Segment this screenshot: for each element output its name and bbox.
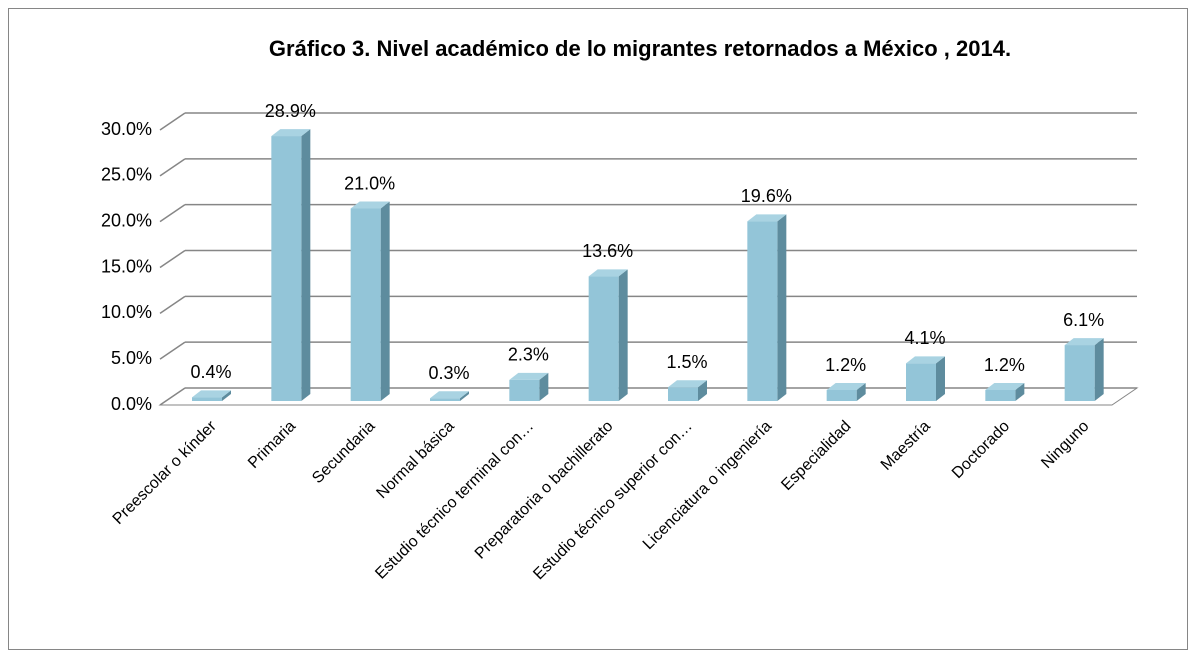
value-label: 4.1% — [904, 328, 945, 348]
value-label: 13.6% — [582, 241, 633, 261]
bar-side — [539, 372, 549, 401]
y-tick-label: 0.0% — [111, 394, 152, 414]
value-label: 0.4% — [190, 362, 231, 382]
bar — [350, 201, 390, 401]
bar — [906, 356, 945, 401]
bar-side — [380, 201, 390, 401]
bar-top — [192, 390, 231, 398]
y-tick-label: 30.0% — [101, 119, 152, 139]
bar-front — [747, 221, 778, 401]
bar-top — [509, 372, 549, 380]
value-label: 1.5% — [666, 352, 707, 372]
bar — [747, 214, 787, 401]
bar-side — [1015, 383, 1025, 401]
bar-side — [460, 391, 469, 401]
y-tick-label: 15.0% — [101, 256, 152, 276]
value-label: 6.1% — [1063, 310, 1104, 330]
bar-top — [906, 356, 945, 364]
value-label: 0.3% — [428, 363, 469, 383]
value-label: 19.6% — [741, 186, 792, 206]
bar-side — [222, 390, 231, 401]
value-label: 28.9% — [265, 101, 316, 121]
y-tick-label: 25.0% — [101, 165, 152, 185]
grid-line-side — [159, 158, 186, 177]
chart-title: Gráfico 3. Nivel académico de lo migrant… — [269, 36, 1011, 61]
bar — [192, 390, 231, 401]
bar-front — [271, 136, 302, 402]
grid-line-side — [159, 112, 186, 131]
bar-top — [271, 129, 311, 137]
bar-front — [430, 398, 460, 401]
y-tick-label: 20.0% — [101, 210, 152, 230]
bar — [985, 383, 1025, 401]
bar-side — [618, 269, 628, 401]
bar-top — [668, 380, 707, 388]
grid-line-side — [159, 387, 186, 406]
grid-line-side — [159, 204, 186, 223]
bar-front — [588, 276, 619, 401]
grid-line-side — [159, 341, 186, 360]
bar-side — [1094, 338, 1104, 401]
bar-top — [747, 214, 787, 222]
value-label: 1.2% — [984, 355, 1025, 375]
bar-top — [826, 383, 866, 390]
bar-front — [509, 379, 540, 401]
bar-front — [668, 387, 698, 401]
bar-front — [1064, 345, 1095, 401]
bar-side — [301, 129, 311, 402]
grid-line-side — [159, 295, 186, 314]
bar-top — [588, 269, 628, 277]
bar-side — [936, 356, 945, 401]
bar-front — [350, 208, 381, 401]
bar-side — [698, 380, 707, 401]
bar-side — [777, 214, 787, 401]
bar-top — [1064, 338, 1104, 346]
bar-front — [906, 363, 936, 401]
grid-line-side — [159, 249, 186, 269]
value-label: 2.3% — [508, 345, 549, 365]
bar — [668, 380, 707, 401]
bar — [588, 269, 628, 401]
value-label: 21.0% — [344, 173, 395, 193]
bar-top — [985, 383, 1025, 390]
bar-top — [430, 391, 469, 399]
value-label: 1.2% — [825, 355, 866, 375]
bar — [430, 391, 469, 401]
bar-front — [192, 397, 222, 401]
bar-front — [985, 390, 1016, 401]
bar — [1064, 338, 1104, 401]
bar-top — [350, 201, 390, 209]
bar — [509, 372, 549, 401]
bar — [826, 383, 866, 401]
y-tick-label: 10.0% — [101, 302, 152, 322]
y-tick-label: 5.0% — [111, 348, 152, 368]
bar-side — [856, 383, 866, 401]
bar — [271, 129, 311, 402]
bar-front — [826, 390, 857, 401]
